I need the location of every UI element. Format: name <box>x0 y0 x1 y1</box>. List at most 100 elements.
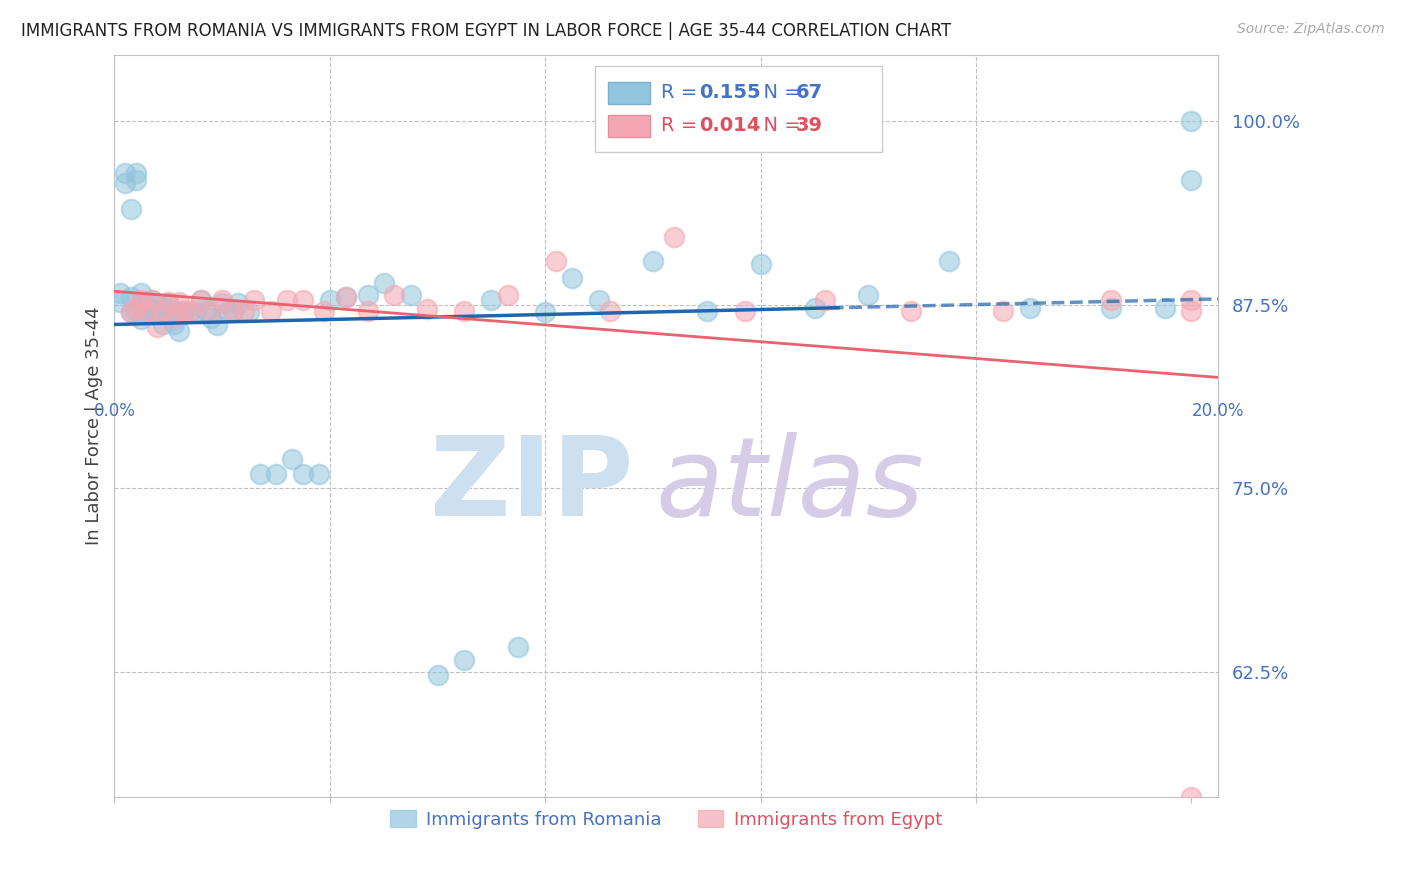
Point <box>135 305 157 319</box>
Point <box>200 305 222 319</box>
Point <box>308 467 330 481</box>
Point <box>314 303 336 318</box>
Point <box>131 293 153 308</box>
Point <box>264 467 287 481</box>
Point <box>141 293 163 308</box>
Point <box>453 653 475 667</box>
Point <box>319 293 342 308</box>
Point <box>1099 301 1122 315</box>
Point <box>184 305 207 319</box>
Point <box>453 303 475 318</box>
Point <box>1180 293 1202 308</box>
Point <box>335 290 357 304</box>
Point <box>1180 303 1202 318</box>
Point <box>211 296 233 310</box>
Point <box>232 305 254 319</box>
Point <box>749 257 772 271</box>
FancyBboxPatch shape <box>607 115 650 137</box>
Point <box>426 668 449 682</box>
Point <box>238 305 260 319</box>
Point <box>1099 293 1122 308</box>
Text: 0.155: 0.155 <box>700 83 761 102</box>
Point <box>163 317 186 331</box>
Point <box>803 301 825 315</box>
FancyBboxPatch shape <box>607 82 650 104</box>
FancyBboxPatch shape <box>595 66 882 152</box>
Point <box>276 293 298 308</box>
Point <box>131 294 153 309</box>
Point <box>373 276 395 290</box>
Point <box>399 287 422 301</box>
Point <box>664 230 686 244</box>
Text: atlas: atlas <box>655 432 924 539</box>
Point <box>588 293 610 308</box>
Text: IMMIGRANTS FROM ROMANIA VS IMMIGRANTS FROM EGYPT IN LABOR FORCE | AGE 35-44 CORR: IMMIGRANTS FROM ROMANIA VS IMMIGRANTS FR… <box>21 22 952 40</box>
Point <box>291 467 314 481</box>
Point <box>163 303 186 318</box>
Point <box>114 166 136 180</box>
Point <box>146 305 169 319</box>
Point <box>152 305 174 319</box>
Point <box>211 293 233 308</box>
Point <box>561 271 583 285</box>
Point <box>152 301 174 315</box>
Point <box>938 253 960 268</box>
Point <box>108 286 131 301</box>
Point <box>496 287 519 301</box>
Point <box>858 287 880 301</box>
Point <box>534 305 557 319</box>
Point <box>200 311 222 326</box>
Point <box>135 294 157 309</box>
Point <box>157 296 180 310</box>
Point <box>900 303 922 318</box>
Point <box>190 293 212 308</box>
Point <box>991 303 1014 318</box>
Point <box>194 303 217 318</box>
Point <box>120 202 142 217</box>
Point <box>125 301 148 315</box>
Point <box>141 302 163 317</box>
Point <box>152 317 174 331</box>
Text: N =: N = <box>751 116 807 135</box>
Point <box>146 319 169 334</box>
Point <box>416 302 439 317</box>
Point <box>281 452 304 467</box>
Point <box>335 290 357 304</box>
Text: ZIP: ZIP <box>430 432 633 539</box>
Point <box>205 318 228 333</box>
Text: 39: 39 <box>796 116 823 135</box>
Point <box>179 303 201 318</box>
Text: 20.0%: 20.0% <box>1192 402 1244 420</box>
Text: Source: ZipAtlas.com: Source: ZipAtlas.com <box>1237 22 1385 37</box>
Text: 67: 67 <box>796 83 823 102</box>
Point <box>1180 173 1202 187</box>
Point <box>125 305 148 319</box>
Point <box>217 303 239 318</box>
Point <box>135 303 157 318</box>
Point <box>125 173 148 187</box>
Point <box>108 294 131 309</box>
Point <box>1180 114 1202 128</box>
Point <box>179 305 201 319</box>
Y-axis label: In Labor Force | Age 35-44: In Labor Force | Age 35-44 <box>86 307 103 545</box>
Point <box>599 303 621 318</box>
Point <box>734 303 756 318</box>
Point <box>131 286 153 301</box>
Point <box>243 293 266 308</box>
Point <box>384 287 406 301</box>
Point <box>356 287 378 301</box>
Point <box>356 303 378 318</box>
Point <box>141 303 163 318</box>
Point <box>120 305 142 319</box>
Point <box>222 303 245 318</box>
Point <box>167 324 190 338</box>
Point <box>131 312 153 326</box>
Point <box>696 303 718 318</box>
Point <box>157 308 180 322</box>
Point <box>167 294 190 309</box>
Point <box>141 293 163 308</box>
Point <box>641 253 664 268</box>
Text: R =: R = <box>661 83 703 102</box>
Text: 0.0%: 0.0% <box>93 402 135 420</box>
Point <box>249 467 271 481</box>
